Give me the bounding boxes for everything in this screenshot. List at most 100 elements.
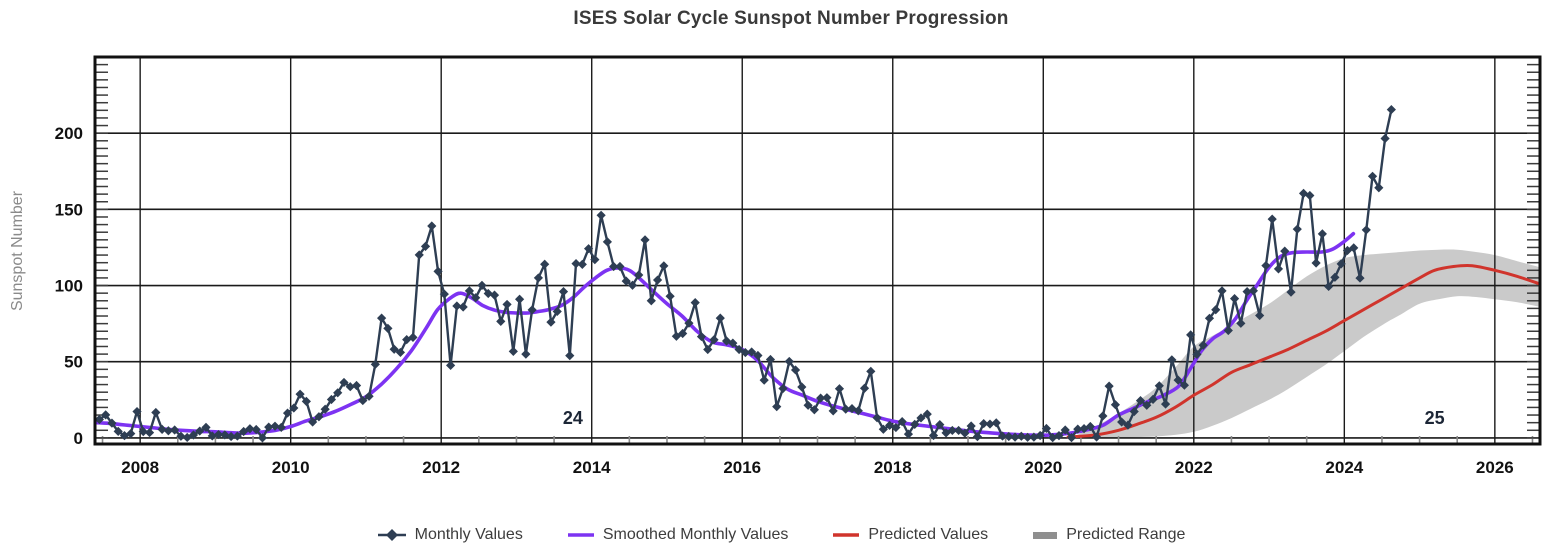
x-tick-label: 2014 — [573, 458, 611, 477]
monthly-value-marker — [1380, 133, 1390, 144]
monthly-value-marker — [358, 395, 368, 406]
y-tick-label: 0 — [74, 429, 83, 448]
monthly-value-marker — [101, 410, 111, 420]
monthly-value-marker — [790, 365, 801, 375]
x-tick-label: 2008 — [121, 458, 159, 477]
monthly-value-marker — [1085, 421, 1095, 432]
monthly-value-marker — [960, 428, 970, 438]
monthly-value-marker — [1324, 281, 1334, 292]
monthly-value-marker — [922, 409, 932, 419]
monthly-value-marker — [1110, 400, 1121, 410]
predicted-values-path — [1066, 263, 1540, 439]
monthly-value-marker — [910, 419, 920, 429]
monthly-value-marker — [314, 412, 324, 422]
monthly-value-marker — [232, 431, 242, 441]
monthly-value-marker — [552, 306, 562, 317]
monthly-value-marker — [684, 318, 694, 328]
monthly-value-marker — [928, 430, 939, 441]
monthly-value-marker — [151, 407, 161, 418]
monthly-value-marker — [809, 405, 819, 415]
y-tick-label: 100 — [55, 277, 83, 296]
monthly-value-marker — [207, 431, 217, 441]
monthly-value-marker — [765, 354, 776, 365]
monthly-value-marker — [602, 237, 612, 247]
monthly-value-marker — [264, 422, 274, 432]
monthly-value-marker — [1192, 349, 1202, 360]
monthly-value-marker — [590, 255, 600, 265]
monthly-value-marker — [1211, 305, 1221, 315]
monthly-value-marker — [784, 356, 794, 367]
monthly-value-marker — [1117, 417, 1127, 427]
monthly-value-marker — [1066, 433, 1077, 443]
legend-item-monthly-values: Monthly Values — [377, 526, 523, 544]
monthly-value-marker — [1355, 273, 1365, 283]
monthly-value-marker — [947, 425, 957, 436]
monthly-value-marker — [1298, 188, 1309, 198]
monthly-value-marker — [546, 317, 556, 327]
monthly-value-marker — [308, 417, 318, 427]
monthly-value-marker — [728, 338, 738, 348]
monthly-value-marker — [533, 273, 544, 283]
monthly-value-marker — [659, 261, 669, 271]
monthly-value-marker — [558, 287, 569, 297]
legend-item-predicted-values: Predicted Values — [832, 526, 988, 544]
monthly-value-marker — [496, 316, 506, 326]
monthly-value-marker — [646, 296, 656, 306]
minor-ticks — [95, 63, 1540, 444]
monthly-value-marker — [446, 360, 456, 370]
monthly-value-marker — [383, 323, 393, 333]
monthly-value-marker — [458, 302, 468, 312]
monthly-value-marker — [1142, 400, 1152, 410]
monthly-value-marker — [1010, 432, 1020, 442]
monthly-value-marker — [370, 359, 380, 369]
monthly-value-marker — [364, 391, 374, 401]
monthly-value-marker — [1041, 423, 1052, 434]
smoothed-line-icon — [567, 533, 594, 537]
monthly-value-marker — [251, 424, 261, 435]
monthly-value-marker — [1029, 432, 1039, 442]
monthly-value-marker — [1173, 375, 1183, 385]
monthly-value-marker — [132, 406, 142, 417]
monthly-value-marker — [1311, 258, 1321, 268]
monthly-value-marker — [1104, 381, 1114, 391]
monthly-value-marker — [289, 403, 299, 413]
monthly-value-marker — [1229, 294, 1240, 304]
monthly-value-marker — [489, 290, 500, 300]
monthly-value-marker — [1091, 432, 1102, 442]
monthly-value-marker — [1286, 287, 1296, 297]
monthly-value-marker — [138, 427, 148, 437]
monthly-value-marker — [696, 331, 707, 342]
monthly-value-marker — [1361, 225, 1371, 235]
monthly-value-marker — [301, 396, 311, 406]
range-band-icon — [1033, 532, 1058, 539]
monthly-value-marker — [678, 328, 688, 339]
monthly-value-marker — [903, 429, 914, 439]
axis-tick-labels: 2008 2010 2012 2014 2016 2018 2020 2022 2024 2026… — [55, 124, 1514, 477]
monthly-value-marker — [170, 425, 180, 435]
monthly-value-marker — [1160, 399, 1171, 409]
monthly-value-marker — [1148, 394, 1158, 404]
monthly-value-marker — [420, 241, 431, 251]
monthly-value-marker — [878, 424, 888, 434]
monthly-value-marker — [1135, 395, 1146, 406]
x-tick-label: 2024 — [1325, 458, 1363, 477]
x-tick-label: 2022 — [1175, 458, 1213, 477]
monthly-value-marker — [834, 384, 845, 394]
monthly-value-marker — [345, 382, 355, 392]
monthly-value-marker — [176, 431, 186, 441]
monthly-value-marker — [778, 383, 788, 394]
monthly-value-marker — [1374, 183, 1384, 193]
monthly-value-marker — [433, 266, 443, 276]
monthly-value-marker — [577, 259, 587, 269]
monthly-value-marker — [427, 221, 437, 231]
monthly-value-marker — [1123, 420, 1133, 430]
monthly-value-marker — [527, 305, 537, 315]
monthly-value-marker — [1305, 190, 1315, 201]
monthly-value-marker — [1060, 425, 1070, 435]
monthly-value-marker — [1367, 171, 1378, 181]
monthly-value-marker — [1073, 424, 1083, 434]
y-tick-label: 150 — [55, 200, 83, 219]
monthly-value-marker — [991, 418, 1001, 428]
monthly-value-marker — [634, 270, 644, 280]
monthly-value-marker — [339, 377, 349, 388]
